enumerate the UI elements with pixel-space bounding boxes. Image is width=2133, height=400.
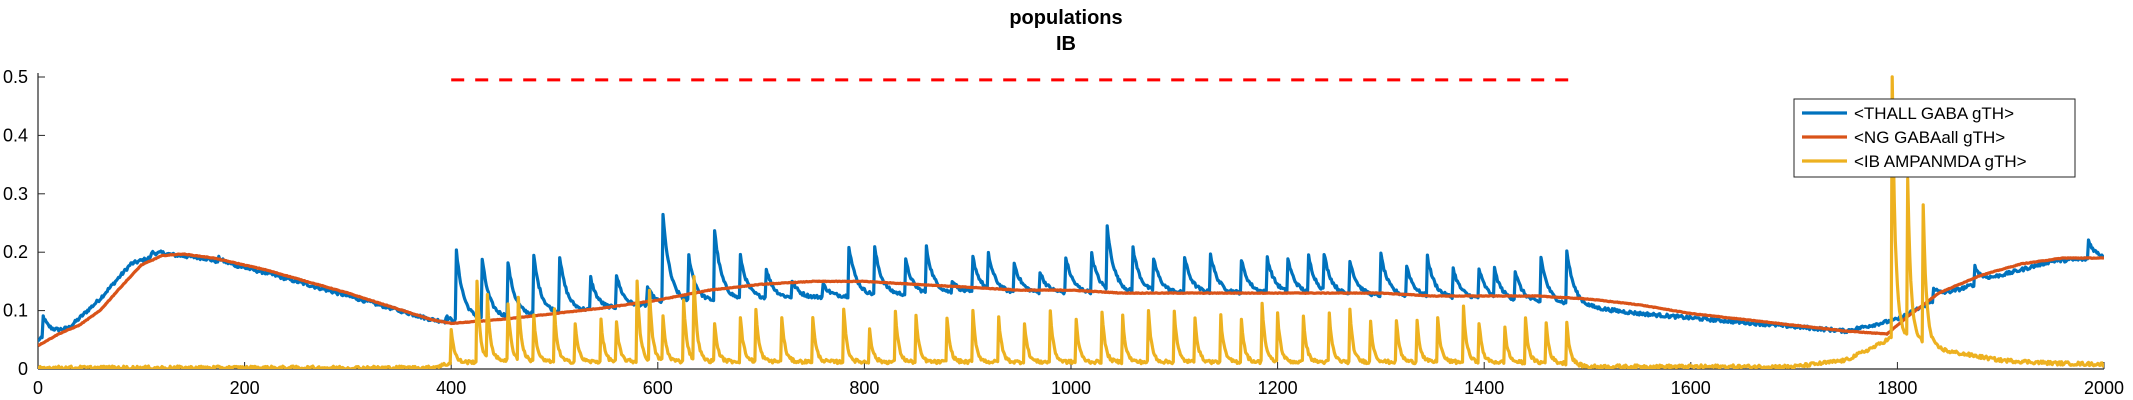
x-tick-label: 1600 xyxy=(1671,378,1711,398)
y-tick-label: 0 xyxy=(18,359,28,379)
y-tick-label: 0.2 xyxy=(3,242,28,262)
y-tick-label: 0.4 xyxy=(3,125,28,145)
legend: <THALL GABA gTH> <NG GABAall gTH> <IB AMPA… xyxy=(1793,98,2076,178)
x-tick-label: 2000 xyxy=(2084,378,2124,398)
x-tick-label: 800 xyxy=(849,378,879,398)
series-layer xyxy=(38,75,2104,369)
x-tick-label: 1000 xyxy=(1051,378,1091,398)
y-tick-label: 0.5 xyxy=(3,67,28,87)
chart-title-line-1: populations xyxy=(1009,7,1122,29)
x-tick-label: 0 xyxy=(33,378,43,398)
legend-label-0: <THALL GABA gTH> xyxy=(1854,104,2014,123)
y-tick-label: 0.3 xyxy=(3,184,28,204)
x-tick-label: 1800 xyxy=(1877,378,1917,398)
series-line-1 xyxy=(38,252,2104,348)
legend-label-1: <NG GABAall gTH> xyxy=(1854,128,2005,147)
series-line-0 xyxy=(38,212,2104,342)
x-tick-label: 1200 xyxy=(1258,378,1298,398)
chart-title-line-2: IB xyxy=(1056,33,1076,55)
x-tick-label: 600 xyxy=(643,378,673,398)
series-line-2 xyxy=(38,75,2104,369)
legend-label-2: <IB AMPANMDA gTH> xyxy=(1854,152,2027,171)
x-tick-label: 1400 xyxy=(1464,378,1504,398)
axis-ticks: 0 200 400 600 800 1000 1200 1400 1600 1800 2000 0 0.… xyxy=(3,67,2124,398)
y-tick-label: 0.1 xyxy=(3,301,28,321)
x-tick-label: 400 xyxy=(436,378,466,398)
x-tick-label: 200 xyxy=(230,378,260,398)
